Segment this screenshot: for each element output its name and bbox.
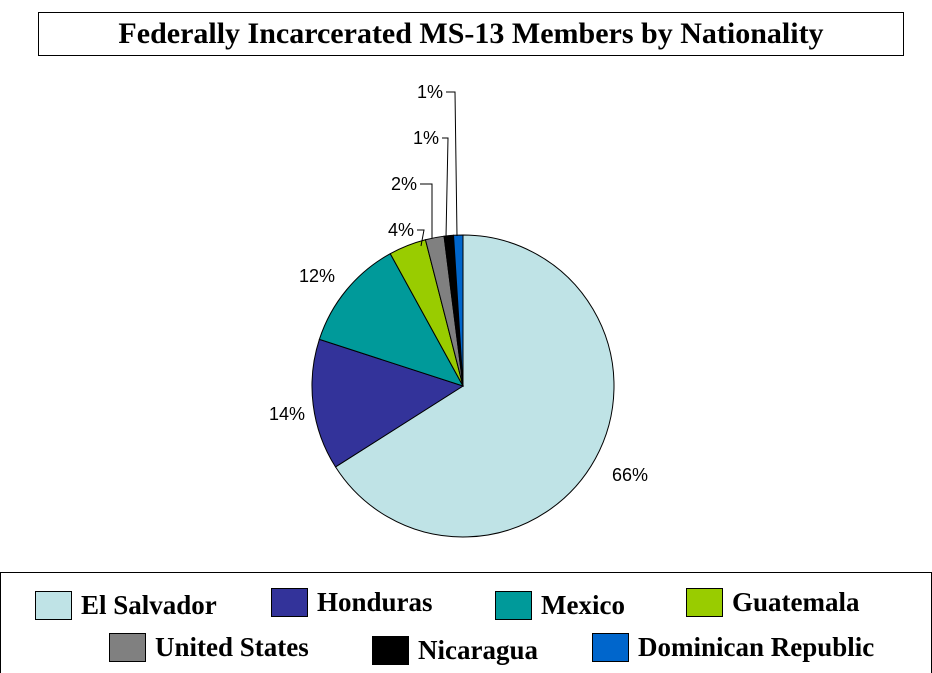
- leader-line: [417, 229, 425, 247]
- legend-swatch: [592, 633, 629, 662]
- legend-label: El Salvador: [81, 590, 217, 620]
- legend-item-honduras: Honduras: [271, 587, 433, 618]
- legend-swatch: [495, 591, 532, 620]
- legend-swatch: [271, 588, 308, 617]
- legend-label: Nicaragua: [418, 635, 538, 665]
- data-label: 12%: [299, 266, 335, 286]
- legend: El Salvador Honduras Mexico Guatemala Un…: [0, 572, 932, 673]
- leader-line: [420, 183, 433, 238]
- data-label: 1%: [417, 82, 443, 102]
- pie-slice-dominican-republic: [452, 234, 464, 387]
- legend-label: Dominican Republic: [638, 632, 875, 662]
- legend-item-guatemala: Guatemala: [686, 587, 860, 618]
- pie-slice-mexico: [318, 253, 465, 387]
- legend-label: United States: [155, 632, 309, 662]
- legend-label: Guatemala: [732, 587, 860, 617]
- leader-line: [442, 137, 449, 238]
- chart-title-box: Federally Incarcerated MS-13 Members by …: [38, 12, 904, 56]
- data-label: 14%: [269, 404, 305, 424]
- legend-label: Mexico: [541, 590, 625, 620]
- data-label: 4%: [388, 220, 414, 240]
- data-label: 66%: [612, 465, 648, 485]
- data-label: 1%: [413, 128, 439, 148]
- legend-item-united-states: United States: [109, 632, 309, 663]
- legend-label: Honduras: [317, 587, 433, 617]
- legend-item-mexico: Mexico: [495, 590, 625, 621]
- data-label: 2%: [391, 174, 417, 194]
- pie-slice-honduras: [311, 338, 465, 468]
- legend-swatch: [35, 591, 72, 620]
- legend-swatch: [109, 633, 146, 662]
- pie-slice-el-salvador: [334, 234, 615, 538]
- legend-swatch: [372, 636, 409, 665]
- leader-line: [446, 91, 458, 237]
- legend-item-dominican-republic: Dominican Republic: [592, 632, 874, 663]
- legend-swatch: [686, 588, 723, 617]
- legend-item-nicaragua: Nicaragua: [372, 635, 538, 666]
- legend-item-el-salvador: El Salvador: [35, 590, 217, 621]
- chart-title: Federally Incarcerated MS-13 Members by …: [118, 17, 824, 50]
